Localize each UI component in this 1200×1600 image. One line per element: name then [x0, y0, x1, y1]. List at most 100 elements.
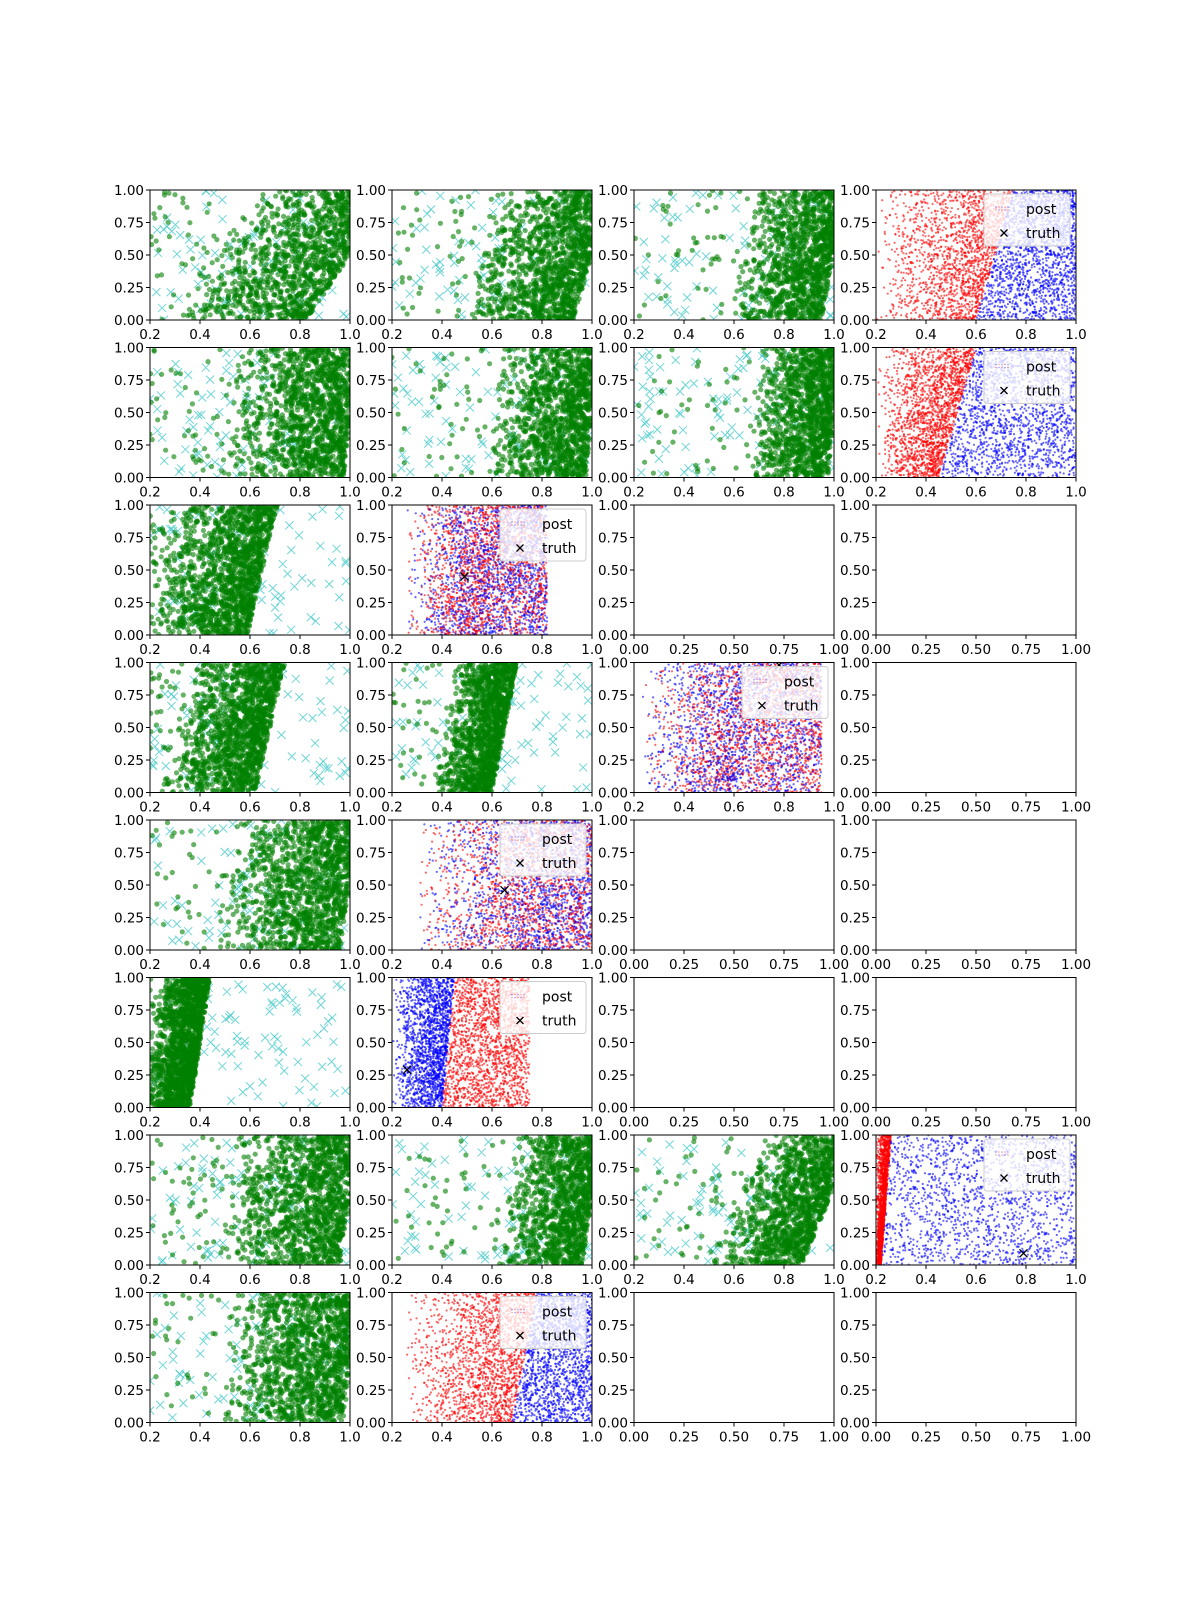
- posterior-point: [329, 252, 335, 259]
- posterior-point: [219, 312, 225, 318]
- posterior-sample: [976, 234, 979, 237]
- posterior-point: [281, 213, 287, 219]
- posterior-point: [564, 215, 570, 221]
- posterior-point: [247, 272, 253, 278]
- posterior-point: [517, 222, 523, 228]
- posterior-point: [386, 189, 391, 194]
- posterior-point: [756, 316, 762, 320]
- posterior-point: [750, 230, 756, 236]
- posterior-point: [550, 235, 556, 241]
- posterior-point: [799, 293, 806, 299]
- posterior-point: [201, 265, 207, 271]
- posterior-point: [574, 190, 580, 194]
- posterior-point: [341, 239, 347, 245]
- posterior-point: [246, 234, 252, 240]
- posterior-point: [566, 245, 572, 251]
- posterior-point: [516, 271, 523, 277]
- posterior-point: [288, 282, 294, 288]
- prior-point: [159, 224, 168, 234]
- posterior-point: [598, 203, 603, 208]
- posterior-point: [584, 242, 590, 248]
- prior-point: [660, 213, 669, 223]
- posterior-point: [450, 233, 456, 240]
- posterior-point: [303, 228, 309, 235]
- posterior-point: [600, 207, 605, 212]
- posterior-point: [554, 252, 561, 258]
- prior-point: [152, 287, 161, 297]
- posterior-sample: [956, 300, 959, 303]
- posterior-point: [634, 235, 638, 241]
- posterior-point: [759, 294, 765, 300]
- posterior-point: [741, 285, 748, 291]
- posterior-point: [797, 268, 804, 274]
- posterior-point: [204, 209, 210, 215]
- posterior-point: [270, 267, 276, 273]
- posterior-point: [198, 273, 204, 279]
- posterior-point: [568, 261, 575, 267]
- posterior-point: [587, 234, 592, 241]
- posterior-point: [807, 247, 813, 253]
- posterior-point: [828, 191, 834, 198]
- posterior-point: [477, 279, 483, 285]
- prior-point: [739, 221, 748, 231]
- posterior-point: [750, 276, 756, 282]
- posterior-point: [268, 312, 274, 318]
- posterior-point: [310, 295, 316, 301]
- posterior-point: [265, 279, 271, 285]
- posterior-point: [265, 219, 271, 225]
- prior-point: [460, 293, 470, 302]
- posterior-point: [453, 292, 460, 298]
- posterior-sample: [1066, 307, 1069, 310]
- posterior-point: [337, 257, 343, 264]
- posterior-sample: [923, 251, 926, 254]
- posterior-point: [349, 198, 350, 200]
- posterior-point: [522, 263, 528, 270]
- posterior-point: [537, 224, 543, 231]
- posterior-point: [691, 235, 697, 241]
- posterior-point: [290, 249, 296, 255]
- posterior-point: [258, 245, 264, 251]
- posterior-point: [171, 292, 177, 298]
- posterior-point: [324, 205, 330, 211]
- posterior-point: [352, 240, 357, 245]
- posterior-point: [524, 204, 530, 211]
- posterior-point: [592, 242, 597, 247]
- posterior-point: [583, 190, 589, 193]
- posterior-point: [206, 286, 213, 293]
- posterior-point: [734, 288, 740, 294]
- posterior-point: [806, 295, 812, 301]
- posterior-sample: [903, 218, 906, 221]
- posterior-point: [552, 190, 558, 195]
- posterior-point: [494, 230, 501, 236]
- posterior-point: [570, 249, 576, 256]
- posterior-point: [290, 222, 296, 228]
- posterior-point: [566, 287, 573, 293]
- posterior-point: [575, 243, 581, 249]
- posterior-point: [565, 271, 572, 277]
- posterior-point: [319, 273, 325, 279]
- posterior-point: [290, 243, 297, 249]
- posterior-point: [282, 273, 288, 279]
- posterior-point: [564, 292, 570, 299]
- posterior-point: [184, 204, 190, 210]
- posterior-point: [752, 307, 758, 313]
- posterior-point: [293, 285, 299, 291]
- posterior-point: [559, 301, 566, 308]
- posterior-point: [231, 237, 237, 243]
- posterior-point: [757, 284, 763, 290]
- posterior-point: [777, 195, 783, 201]
- posterior-point: [180, 195, 186, 201]
- posterior-point: [792, 251, 799, 257]
- posterior-point: [259, 222, 265, 228]
- posterior-point: [375, 202, 380, 207]
- posterior-point: [258, 261, 264, 267]
- posterior-point: [275, 206, 281, 212]
- posterior-point: [308, 271, 314, 277]
- posterior-point: [180, 312, 187, 318]
- x-tick-label: 0.8: [773, 327, 794, 343]
- posterior-point: [560, 283, 567, 289]
- posterior-sample: [1025, 284, 1028, 287]
- posterior-point: [786, 192, 792, 198]
- posterior-point: [361, 208, 366, 213]
- posterior-point: [516, 218, 522, 224]
